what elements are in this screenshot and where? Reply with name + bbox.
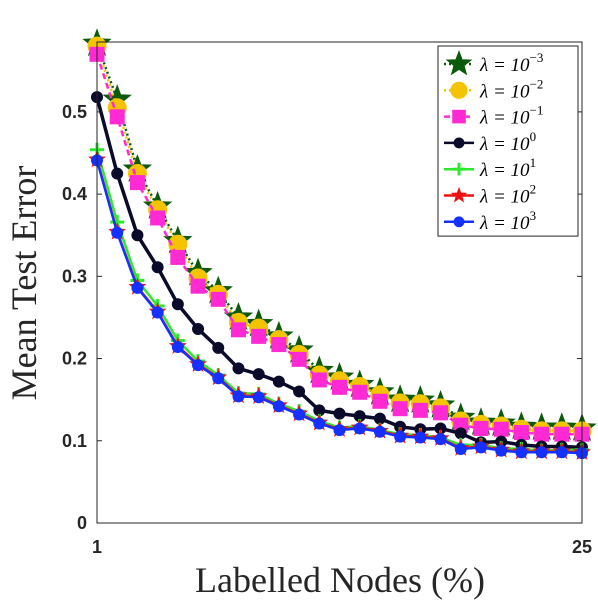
data-point bbox=[495, 444, 508, 457]
data-point bbox=[352, 384, 368, 400]
data-point bbox=[332, 379, 347, 395]
data-point bbox=[293, 408, 306, 421]
legend-label: λ = 10−2 bbox=[479, 76, 543, 102]
data-point bbox=[373, 425, 386, 438]
y-tick-label: 0.1 bbox=[62, 431, 87, 451]
y-tick-label: 0.2 bbox=[62, 349, 87, 369]
data-point bbox=[450, 186, 468, 203]
data-point bbox=[452, 109, 466, 124]
x-tick-label: 1 bbox=[92, 537, 102, 557]
y-axis-label: Mean Test Error bbox=[4, 166, 44, 401]
legend-label: λ = 102 bbox=[479, 182, 536, 208]
data-point bbox=[313, 417, 326, 430]
data-point bbox=[291, 351, 307, 367]
data-point bbox=[493, 421, 509, 437]
data-point bbox=[433, 405, 449, 421]
data-point bbox=[192, 322, 205, 335]
data-point bbox=[554, 426, 570, 442]
data-point bbox=[412, 402, 428, 418]
data-point bbox=[150, 210, 166, 226]
data-point bbox=[272, 375, 285, 388]
data-point bbox=[212, 341, 225, 354]
legend-entry: λ = 101 bbox=[444, 155, 536, 181]
data-point bbox=[434, 433, 447, 446]
data-point bbox=[450, 81, 468, 99]
data-point bbox=[192, 359, 205, 372]
data-point bbox=[151, 261, 164, 274]
data-point bbox=[414, 431, 427, 444]
data-point bbox=[333, 424, 346, 437]
data-point bbox=[453, 137, 465, 149]
data-point bbox=[232, 362, 245, 375]
data-point bbox=[170, 249, 186, 265]
y-tick-label: 0.3 bbox=[62, 266, 87, 286]
data-point bbox=[454, 427, 467, 440]
legend-entry: λ = 100 bbox=[444, 129, 536, 155]
legend-entry: λ = 10−2 bbox=[444, 76, 543, 102]
data-point bbox=[333, 407, 346, 420]
data-point bbox=[311, 372, 327, 388]
data-point bbox=[474, 441, 487, 454]
data-point bbox=[453, 216, 465, 228]
data-point bbox=[129, 175, 145, 191]
data-point bbox=[131, 229, 144, 242]
data-point bbox=[111, 167, 124, 180]
data-point bbox=[252, 368, 265, 381]
legend-label: λ = 103 bbox=[479, 208, 536, 234]
data-point bbox=[232, 390, 245, 403]
legend-label: λ = 100 bbox=[479, 129, 536, 155]
data-point bbox=[109, 109, 125, 125]
data-point bbox=[131, 281, 144, 294]
data-point bbox=[251, 328, 267, 344]
data-point bbox=[210, 291, 226, 307]
data-point bbox=[171, 341, 184, 354]
data-point bbox=[513, 425, 529, 441]
axes-box bbox=[96, 41, 583, 524]
data-point bbox=[171, 298, 184, 311]
data-point bbox=[230, 322, 246, 338]
data-point bbox=[534, 426, 550, 442]
data-point bbox=[445, 49, 473, 76]
axes-layer: 0 0.1 0.2 0.3 0.4 0.5 1 25 bbox=[62, 41, 592, 557]
data-point bbox=[394, 430, 407, 443]
data-point bbox=[454, 443, 467, 455]
data-point bbox=[392, 401, 408, 417]
data-point bbox=[272, 400, 285, 413]
x-axis-label: Labelled Nodes (%) bbox=[195, 560, 485, 600]
data-point bbox=[293, 385, 306, 398]
y-tick-label: 0 bbox=[77, 513, 87, 533]
data-point bbox=[111, 226, 124, 239]
data-point bbox=[212, 372, 225, 385]
legend-entry: λ = 103 bbox=[444, 208, 536, 234]
data-point bbox=[535, 446, 548, 459]
series-layer bbox=[82, 28, 597, 460]
data-point bbox=[190, 278, 206, 294]
x-tick-label: 25 bbox=[572, 537, 592, 557]
data-point bbox=[473, 420, 489, 436]
y-tick-label: 0.4 bbox=[62, 184, 87, 204]
y-tick-label: 0.5 bbox=[62, 102, 87, 122]
data-point bbox=[252, 391, 265, 404]
data-point bbox=[151, 306, 164, 319]
data-point bbox=[372, 393, 388, 409]
legend-label: λ = 101 bbox=[479, 155, 536, 181]
data-point bbox=[353, 422, 366, 435]
data-point bbox=[515, 446, 528, 459]
series-6 bbox=[91, 154, 588, 460]
data-point bbox=[555, 446, 568, 459]
data-point bbox=[271, 337, 287, 353]
series-2 bbox=[89, 46, 590, 442]
legend-entry: λ = 102 bbox=[444, 182, 536, 208]
